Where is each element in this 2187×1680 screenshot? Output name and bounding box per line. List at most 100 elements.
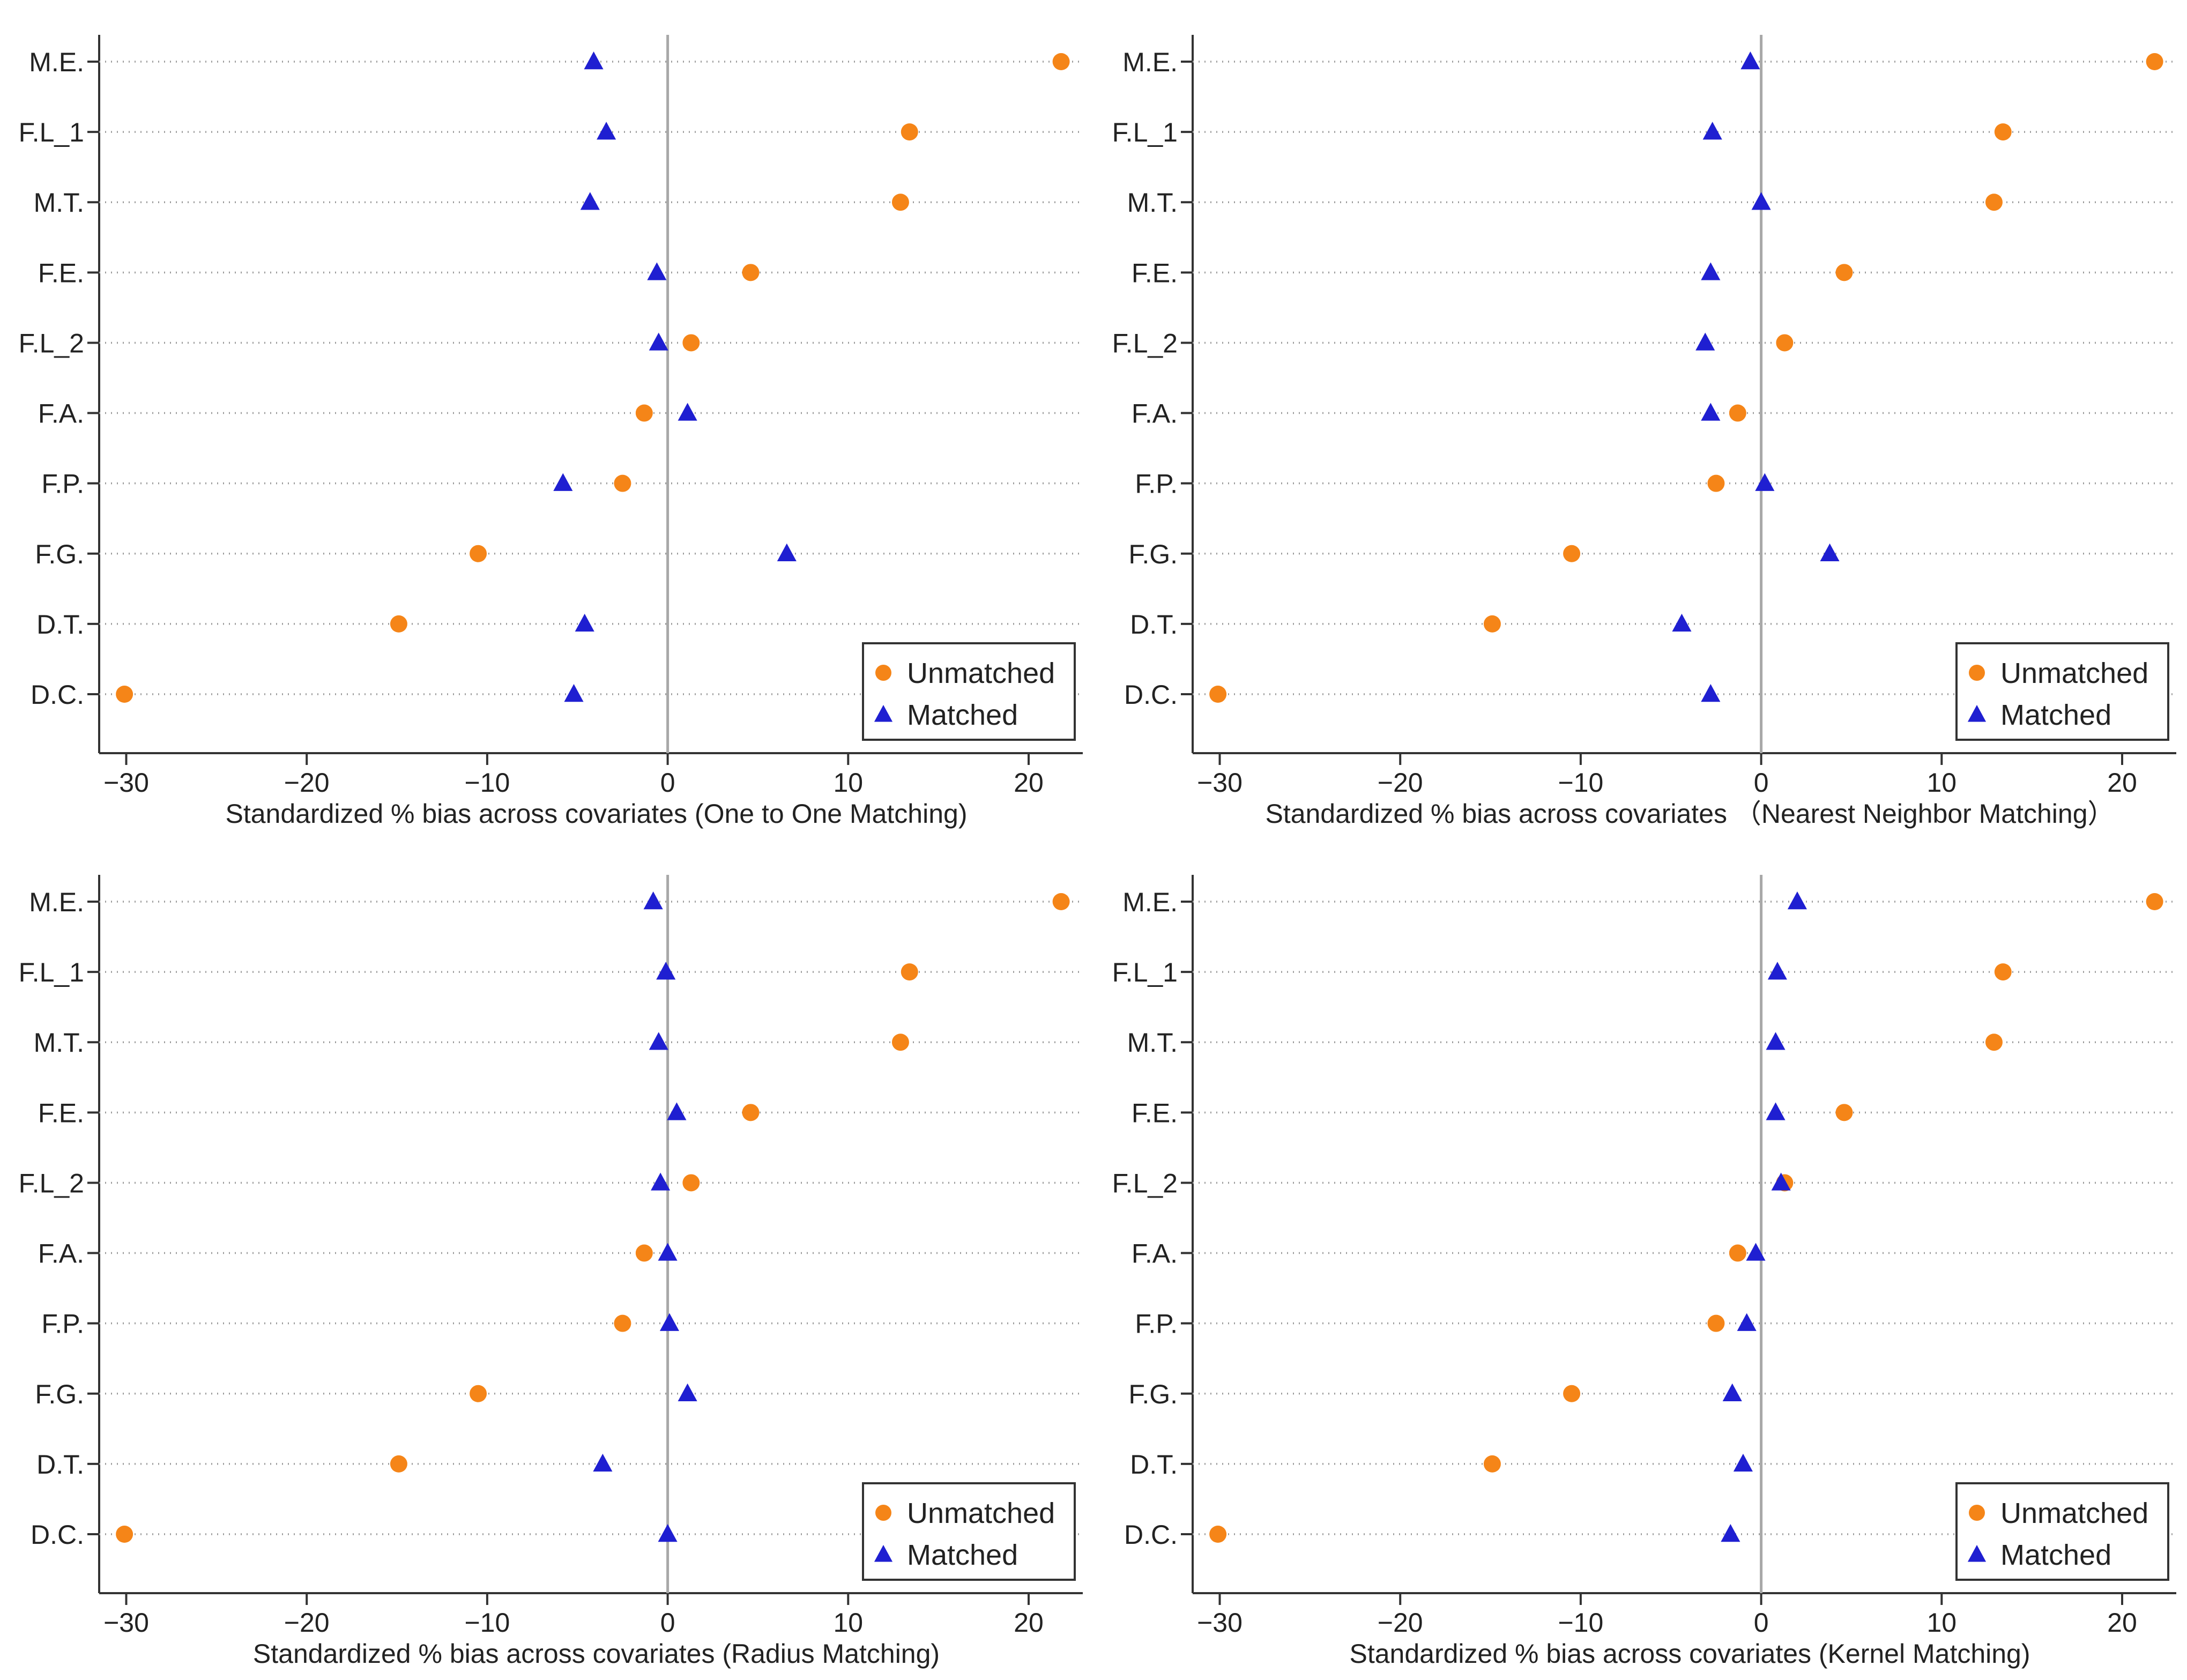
point-unmatched	[390, 1455, 407, 1473]
legend-label-unmatched: Unmatched	[2000, 1497, 2148, 1529]
chart-panel-3: M.E. F.L_1 M.T. F.E. F.L_2 F.A. F.P. F.G. D.T. D.…	[19, 875, 1083, 1669]
y-tick-label: F.A.	[38, 399, 84, 429]
point-unmatched	[682, 1174, 700, 1192]
y-tick-label: M.E.	[29, 887, 84, 917]
legend-marker-matched	[874, 705, 893, 722]
point-unmatched	[891, 194, 909, 211]
point-matched	[658, 1524, 678, 1542]
point-matched	[659, 1313, 680, 1331]
legend-label-matched: Matched	[907, 699, 1018, 731]
point-unmatched	[1209, 686, 1227, 703]
point-matched	[1733, 1453, 1753, 1472]
point-unmatched	[116, 1526, 133, 1543]
point-unmatched	[1563, 545, 1581, 562]
point-unmatched	[1776, 334, 1794, 352]
y-tick-label: D.T.	[36, 1449, 84, 1480]
point-matched	[651, 1172, 671, 1191]
legend-marker-matched	[1967, 1545, 1987, 1562]
legend-box	[1955, 1482, 2169, 1581]
x-tick-label: 0	[1754, 1608, 1769, 1638]
x-tick-label: 0	[660, 768, 675, 798]
point-unmatched	[1209, 1526, 1227, 1543]
x-tick-label: 20	[1014, 1608, 1044, 1638]
point-matched	[1721, 1524, 1740, 1542]
x-tick-label: 20	[2107, 1608, 2137, 1638]
point-unmatched	[1985, 194, 2003, 211]
point-matched	[1701, 262, 1721, 280]
legend-marker-unmatched	[1969, 665, 1985, 681]
x-axis-label: Standardized % bias across covariates (K…	[1349, 1639, 2030, 1669]
y-tick-label: M.T.	[1127, 1028, 1178, 1058]
y-tick-label: F.A.	[38, 1239, 84, 1269]
y-tick-label: M.T.	[34, 1028, 84, 1058]
point-matched	[649, 332, 668, 351]
point-matched	[667, 1102, 687, 1120]
legend-label-matched: Matched	[907, 1539, 1018, 1571]
y-tick-label: F.L_2	[19, 1168, 84, 1198]
y-tick-label: F.L_1	[1112, 957, 1178, 987]
x-tick-label: −10	[1558, 768, 1603, 798]
point-unmatched	[1483, 1455, 1501, 1473]
y-tick-label: D.T.	[1130, 1449, 1178, 1480]
point-matched	[1767, 962, 1787, 980]
x-tick-label: 10	[833, 1608, 863, 1638]
x-tick-label: 10	[833, 768, 863, 798]
point-unmatched	[1707, 474, 1725, 492]
point-unmatched	[1835, 1104, 1853, 1121]
point-matched	[580, 192, 600, 210]
point-unmatched	[901, 123, 918, 141]
point-unmatched	[635, 1244, 653, 1262]
point-unmatched	[1707, 1314, 1725, 1332]
legend-box	[1955, 642, 2169, 741]
y-tick-label: F.L_1	[1112, 117, 1178, 147]
point-matched	[1701, 403, 1721, 421]
point-unmatched	[1835, 264, 1853, 281]
legend-box	[862, 1482, 1076, 1581]
y-tick-label: D.C.	[1124, 680, 1178, 710]
point-matched	[658, 1243, 678, 1261]
x-tick-label: −30	[1197, 768, 1243, 798]
point-unmatched	[2146, 893, 2163, 910]
point-matched	[1672, 613, 1692, 632]
y-tick-label: F.L_1	[19, 957, 84, 987]
point-unmatched	[390, 615, 407, 633]
x-tick-label: −30	[103, 768, 149, 798]
legend-marker-matched	[1967, 705, 1987, 722]
legend-label-unmatched: Unmatched	[907, 1497, 1055, 1529]
legend-box	[862, 642, 1076, 741]
x-tick-label: −30	[103, 1608, 149, 1638]
x-tick-label: 10	[1926, 768, 1957, 798]
point-unmatched	[470, 545, 487, 562]
x-tick-label: −30	[1197, 1608, 1243, 1638]
point-unmatched	[1052, 893, 1070, 910]
point-unmatched	[470, 1385, 487, 1402]
y-tick-label: F.G.	[35, 1379, 84, 1409]
chart-panel-2: M.E. F.L_1 M.T. F.E. F.L_2 F.A. F.P. F.G. D.T. D.…	[1112, 35, 2176, 829]
point-matched	[1702, 122, 1722, 140]
point-unmatched	[1729, 1244, 1746, 1262]
point-unmatched	[1563, 1385, 1581, 1402]
legend-marker-unmatched	[875, 1505, 891, 1521]
x-tick-label: −10	[1558, 1608, 1603, 1638]
point-matched	[1701, 684, 1721, 702]
legend-marker-matched	[874, 1545, 893, 1562]
point-unmatched	[891, 1034, 909, 1051]
y-tick-label: F.E.	[1132, 258, 1178, 288]
point-matched	[1787, 891, 1807, 910]
point-unmatched	[614, 474, 631, 492]
point-matched	[593, 1453, 613, 1472]
x-tick-label: 0	[1754, 768, 1769, 798]
point-matched	[777, 543, 797, 562]
y-tick-label: F.P.	[1135, 1309, 1178, 1339]
point-unmatched	[1985, 1034, 2003, 1051]
point-matched	[1722, 1383, 1742, 1402]
x-axis-label: Standardized % bias across covariates （N…	[1265, 799, 2114, 829]
point-matched	[553, 473, 573, 491]
legend-marker-unmatched	[875, 665, 891, 681]
x-tick-label: 20	[1014, 768, 1044, 798]
point-matched	[1751, 192, 1771, 210]
point-matched	[643, 891, 663, 910]
point-unmatched	[742, 264, 760, 281]
y-tick-label: F.L_2	[1112, 328, 1178, 358]
